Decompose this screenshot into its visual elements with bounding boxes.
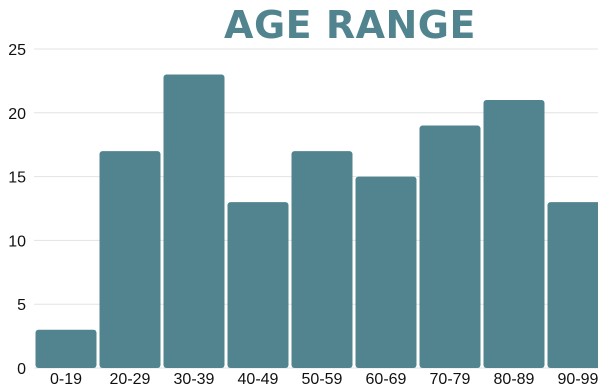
y-tick-label: 5 (17, 297, 26, 314)
bar-20-29 (99, 151, 161, 368)
x-tick-label: 50-59 (302, 371, 343, 387)
x-tick-label: 30-39 (174, 371, 215, 387)
bar-40-49 (227, 202, 289, 368)
bar-70-79 (419, 125, 481, 368)
bars (35, 74, 598, 369)
chart-title: AGE RANGE (224, 3, 476, 47)
x-tick-label: 70-79 (430, 371, 471, 387)
bar-60-69 (355, 176, 417, 368)
x-tick-label: 80-89 (494, 371, 535, 387)
x-tick-label: 0-19 (50, 371, 82, 387)
y-tick-label: 20 (8, 106, 26, 123)
x-tick-label: 60-69 (366, 371, 407, 387)
y-tick-label: 10 (8, 233, 26, 250)
y-tick-label: 0 (17, 361, 26, 378)
x-tick-label: 40-49 (238, 371, 279, 387)
x-tick-label: 20-29 (110, 371, 151, 387)
bar-30-39 (163, 74, 225, 369)
bar-0-19 (35, 329, 97, 368)
bar-50-59 (291, 151, 353, 368)
x-axis-tick-labels: 0-19 20-29 30-39 40-49 50-59 60-69 70-79 80-89 9… (50, 371, 598, 387)
y-tick-label: 15 (8, 170, 26, 187)
y-axis-tick-labels: 0 5 10 15 20 25 (8, 42, 26, 378)
bar-80-89 (483, 100, 545, 368)
y-tick-label: 25 (8, 42, 26, 59)
x-tick-label: 90-99 (558, 371, 598, 387)
bar-90-99 (547, 202, 598, 368)
